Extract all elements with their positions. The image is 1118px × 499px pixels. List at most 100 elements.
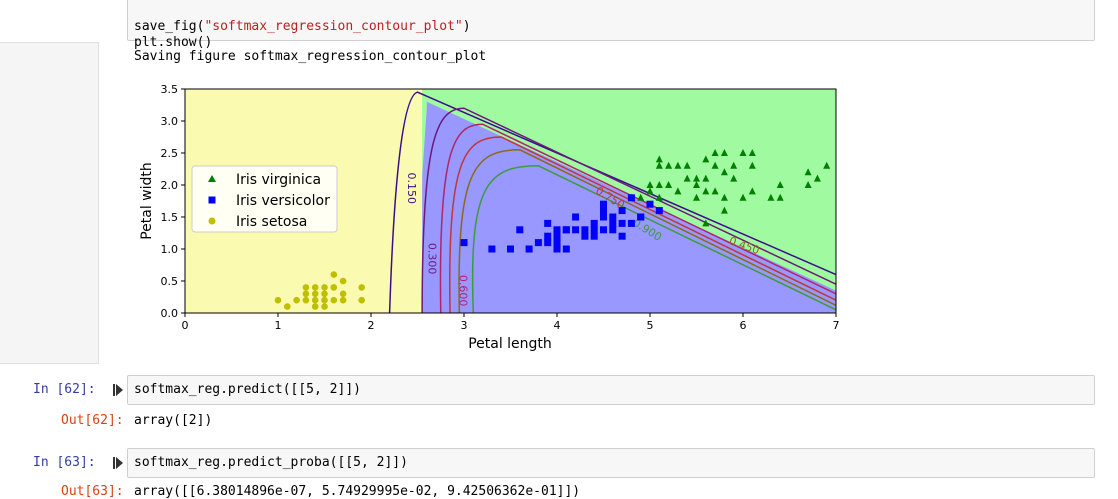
code-line-2: plt.show() [134, 35, 213, 50]
data-point [581, 226, 589, 234]
data-point [339, 290, 347, 298]
data-point [804, 168, 812, 176]
contour-line [439, 123, 836, 313]
data-point [711, 187, 719, 195]
legend: Iris virginica Iris versicolor Iris seto… [191, 165, 338, 233]
data-point [720, 206, 728, 214]
data-point [618, 219, 626, 227]
data-point [804, 181, 812, 188]
data-point [618, 232, 626, 240]
y-tick-label: 3.0 [161, 115, 179, 128]
x-tick-label: 5 [647, 319, 654, 332]
run-icon[interactable] [113, 383, 123, 397]
data-point [646, 200, 654, 208]
code-cell-save-fig[interactable]: save_fig("softmax_regression_contour_plo… [127, 0, 1095, 50]
data-point [609, 219, 617, 227]
y-tick-label: 2.0 [161, 179, 179, 192]
contour-line [388, 91, 836, 313]
data-point [720, 193, 728, 201]
data-point [590, 219, 598, 227]
data-point [507, 245, 514, 253]
data-point [293, 296, 300, 304]
data-point [339, 296, 347, 304]
data-point [600, 200, 607, 208]
data-point [730, 174, 738, 182]
data-point [553, 232, 561, 240]
data-point [358, 284, 365, 291]
legend-box [191, 165, 338, 233]
data-point [516, 226, 524, 234]
data-point [488, 245, 496, 253]
run-icon[interactable] [113, 456, 123, 470]
data-point [358, 296, 365, 304]
cell-63-out-prompt: Out[63]: [61, 484, 124, 499]
data-point [562, 226, 570, 234]
data-point [748, 161, 756, 169]
data-point [581, 232, 589, 240]
data-point [655, 161, 663, 169]
data-point [637, 213, 645, 221]
data-point [302, 284, 310, 291]
data-point [674, 161, 682, 169]
cell-63-in-prompt: In [63]: [33, 455, 96, 470]
data-point [553, 239, 561, 247]
contour-line [421, 107, 836, 313]
data-point [665, 161, 673, 169]
code-line-1: save_fig("softmax_regression_contour_plo… [134, 19, 471, 34]
data-point [683, 174, 691, 182]
x-tick-label: 2 [368, 319, 375, 332]
data-point [525, 245, 533, 253]
data-point [311, 303, 319, 310]
data-point [534, 239, 542, 247]
code-cell-63[interactable]: softmax_reg.predict_proba([[5, 2]]) [127, 448, 1095, 478]
data-point [302, 296, 310, 304]
data-point [813, 174, 821, 182]
contour-line [449, 136, 836, 313]
data-point [618, 207, 626, 215]
data-point [683, 161, 691, 169]
data-point [693, 193, 700, 201]
data-point [311, 296, 319, 304]
data-point [655, 193, 663, 201]
data-point [767, 193, 775, 201]
x-tick-label: 4 [554, 319, 561, 332]
save-figure-output: Saving figure softmax_regression_contour… [134, 49, 487, 64]
data-point [711, 161, 719, 169]
data-point [544, 232, 552, 240]
data-point [590, 226, 598, 234]
data-point [609, 213, 617, 221]
code-cell-62[interactable]: softmax_reg.predict([[5, 2]]) [127, 375, 1095, 405]
data-point [590, 232, 598, 240]
data-point [562, 245, 570, 253]
data-point [330, 271, 338, 278]
data-point [748, 187, 756, 195]
data-point [702, 219, 710, 227]
cell-62-out-prompt: Out[62]: [61, 413, 124, 428]
data-point [321, 296, 328, 304]
contour-line [458, 149, 836, 313]
data-point [321, 284, 328, 291]
y-tick-label: 0.0 [161, 307, 179, 320]
data-point [720, 149, 728, 156]
data-point [284, 303, 291, 310]
data-point [702, 187, 710, 195]
cell-62-output: array([2]) [134, 413, 213, 428]
data-point [711, 149, 719, 156]
data-point [609, 226, 617, 234]
data-point [330, 296, 338, 304]
data-point [274, 296, 282, 304]
data-point [748, 149, 756, 156]
data-point [553, 245, 561, 253]
data-point [600, 213, 607, 221]
data-point [627, 219, 635, 227]
legend-label-versicolor: Iris versicolor [236, 193, 330, 209]
scatter-points [274, 149, 831, 310]
data-point [674, 187, 682, 195]
cell-63-output: array([[6.38014896e-07, 5.74929995e-02, … [134, 484, 581, 499]
y-tick-label: 1.5 [161, 211, 179, 224]
data-point [302, 290, 310, 298]
output-scroll-gutter[interactable] [0, 42, 99, 364]
contour-label: 0.300 [426, 243, 439, 275]
legend-marker-versicolor [208, 196, 216, 204]
